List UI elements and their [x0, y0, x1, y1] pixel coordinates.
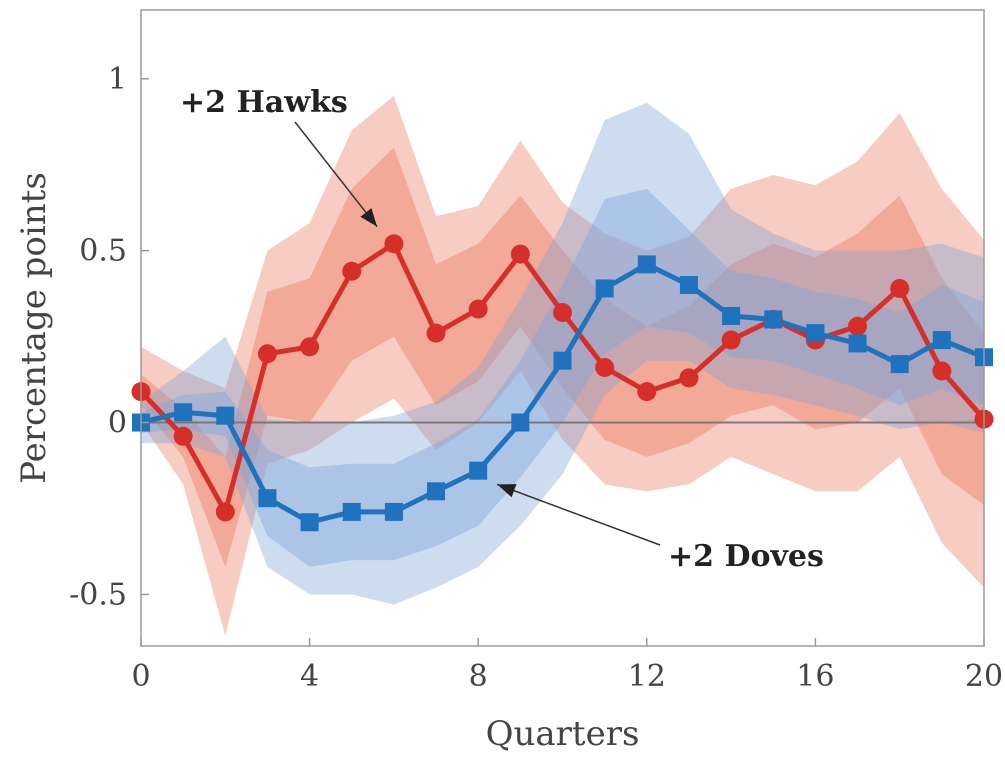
y-tick-label: 0 — [108, 406, 127, 441]
doves-point — [764, 310, 783, 329]
doves-point — [427, 482, 446, 501]
doves-point — [848, 334, 867, 353]
x-axis: 0 4 8 12 16 20 — [131, 638, 1003, 694]
plot-frame — [140, 9, 985, 647]
doves-point — [384, 502, 403, 521]
y-tick-label: 0.5 — [79, 234, 127, 269]
series-markers — [131, 234, 994, 532]
doves-point — [679, 276, 698, 295]
x-tick-label: 8 — [469, 659, 488, 694]
doves-point — [595, 279, 614, 298]
hawks-point — [721, 330, 741, 350]
annotation-doves-arrowhead — [497, 484, 517, 498]
hawks-point — [890, 278, 910, 298]
hawks-point — [932, 361, 952, 381]
doves-inner-band — [141, 188, 984, 567]
hawks-point — [426, 323, 446, 343]
x-tick-label: 12 — [628, 659, 666, 694]
annotation-hawks-label: +2 Hawks — [180, 85, 348, 120]
hawks-point — [342, 261, 362, 281]
hawks-point — [468, 299, 488, 319]
x-tick-label: 16 — [796, 659, 834, 694]
hawks-point — [173, 426, 193, 446]
hawks-point — [595, 358, 615, 378]
y-axis-label: Percentage points — [14, 172, 54, 484]
hawks-point — [553, 303, 572, 323]
doves-point — [553, 351, 572, 370]
y-tick-label: 1 — [108, 62, 127, 97]
annotation-doves: +2 Doves — [496, 483, 824, 574]
annotation-hawks-arrowhead — [360, 208, 378, 227]
y-tick-label: -0.5 — [69, 577, 127, 612]
doves-point — [722, 306, 741, 325]
doves-point — [806, 324, 825, 343]
doves-point — [174, 403, 193, 422]
hawks-point — [300, 337, 320, 357]
doves-point — [469, 461, 488, 480]
doves-point — [890, 355, 909, 374]
y-axis: -0.5 0 0.5 1 — [69, 62, 149, 612]
hawks-point — [679, 368, 699, 388]
hawks-point — [510, 244, 530, 264]
doves-point — [258, 489, 277, 508]
x-tick-label: 20 — [965, 659, 1003, 694]
annotation-hawks-arrow — [294, 121, 378, 228]
x-tick-label: 0 — [131, 659, 150, 694]
doves-point — [216, 406, 235, 425]
doves-point — [932, 331, 951, 350]
hawks-point — [215, 502, 235, 522]
doves-point — [511, 413, 530, 432]
hawks-point — [637, 382, 657, 402]
hawks-point — [848, 316, 868, 336]
doves-point — [300, 513, 319, 532]
doves-point — [342, 502, 361, 521]
x-tick-label: 4 — [300, 659, 319, 694]
annotation-doves-label: +2 Doves — [668, 539, 824, 574]
annotation-doves-arrow — [496, 483, 661, 546]
doves-point — [637, 255, 656, 274]
x-axis-label: Quarters — [486, 714, 640, 754]
hawks-point — [257, 344, 277, 364]
hawks-point — [384, 234, 404, 254]
annotation-hawks: +2 Hawks — [180, 85, 378, 228]
